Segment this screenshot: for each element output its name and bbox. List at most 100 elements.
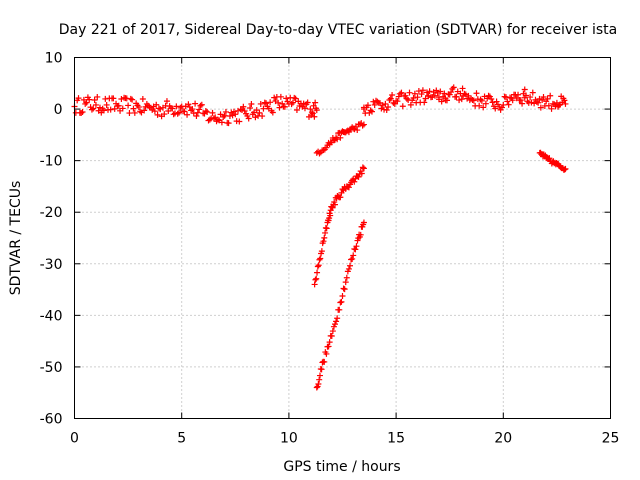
data-point: [193, 112, 200, 119]
data-point: [226, 112, 233, 119]
data-point: [300, 100, 307, 107]
data-point: [241, 107, 248, 114]
data-point: [337, 299, 344, 306]
data-point: [327, 212, 334, 219]
data-point: [397, 90, 404, 97]
data-point: [301, 105, 308, 112]
data-point: [256, 109, 263, 116]
data-point: [331, 321, 338, 328]
data-point: [345, 184, 352, 191]
data-point: [519, 100, 526, 107]
data-point: [161, 111, 168, 118]
data-point: [505, 101, 512, 108]
data-point: [260, 105, 267, 112]
data-point: [80, 96, 87, 103]
data-point: [489, 99, 496, 106]
data-point: [441, 90, 448, 97]
data-point: [521, 86, 528, 93]
data-point: [149, 106, 156, 113]
data-point: [269, 109, 276, 116]
data-point: [312, 276, 319, 283]
data-point: [307, 106, 314, 113]
data-point: [411, 90, 418, 97]
data-point: [248, 101, 255, 108]
data-point: [281, 103, 288, 110]
y-tick-label: -60: [40, 412, 63, 428]
data-point: [450, 84, 457, 91]
data-point: [350, 252, 357, 259]
data-point: [239, 106, 245, 113]
data-point: [355, 173, 362, 180]
data-point: [353, 243, 360, 250]
data-point: [334, 136, 341, 143]
data-point: [257, 100, 264, 107]
data-point: [277, 93, 284, 100]
data-point: [386, 96, 393, 103]
data-point: [91, 96, 98, 103]
data-point: [83, 99, 90, 106]
data-point: [261, 99, 268, 106]
data-point: [389, 91, 396, 98]
data-point: [312, 99, 319, 106]
data-point: [311, 281, 318, 288]
data-point: [151, 108, 158, 115]
data-point: [163, 98, 170, 105]
data-point: [351, 178, 358, 185]
data-point: [480, 104, 487, 111]
data-point: [423, 89, 430, 96]
data-point: [379, 102, 386, 109]
data-point: [453, 93, 460, 100]
data-point: [184, 111, 191, 118]
data-point: [222, 108, 229, 115]
data-point: [320, 238, 327, 245]
data-point: [279, 100, 286, 107]
data-point: [315, 262, 322, 269]
data-point: [336, 306, 343, 313]
data-point: [328, 332, 335, 339]
data-point: [165, 108, 172, 115]
data-point: [485, 92, 492, 99]
data-point: [383, 107, 390, 114]
data-point: [329, 328, 336, 335]
data-point: [523, 92, 530, 99]
data-point: [291, 94, 298, 101]
y-tick-label: -40: [40, 308, 63, 324]
data-point: [398, 89, 405, 96]
data-point: [229, 112, 236, 119]
data-point: [110, 95, 117, 102]
data-point: [528, 99, 535, 106]
data-point: [129, 96, 136, 103]
data-point: [410, 94, 417, 101]
y-tick-label: 0: [54, 102, 63, 118]
data-point: [351, 126, 358, 133]
data-point: [142, 103, 149, 110]
data-point: [103, 101, 110, 108]
data-point: [107, 106, 114, 113]
data-point: [419, 87, 426, 94]
data-point: [492, 105, 499, 112]
data-point: [169, 105, 176, 112]
data-point: [391, 100, 398, 107]
data-point: [488, 95, 495, 102]
data-point: [352, 246, 359, 253]
data-point: [313, 107, 320, 114]
data-point: [314, 269, 321, 276]
data-point: [137, 108, 144, 115]
data-point: [537, 104, 544, 111]
data-point: [316, 256, 323, 263]
data-point: [357, 231, 364, 238]
data-point: [437, 88, 444, 95]
data-point: [395, 93, 402, 100]
data-point: [232, 111, 239, 118]
data-point: [429, 94, 436, 101]
data-point: [331, 198, 338, 205]
data-point: [181, 108, 188, 115]
data-point: [141, 107, 148, 114]
grid-lines: [74, 57, 611, 419]
data-point: [245, 115, 252, 122]
data-point: [94, 93, 101, 100]
data-point: [339, 292, 346, 299]
data-point: [188, 107, 195, 114]
data-point: [561, 97, 568, 104]
